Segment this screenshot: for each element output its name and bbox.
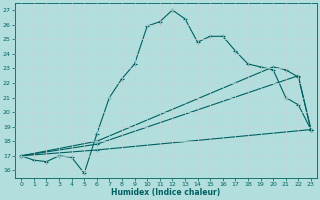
- X-axis label: Humidex (Indice chaleur): Humidex (Indice chaleur): [111, 188, 221, 197]
